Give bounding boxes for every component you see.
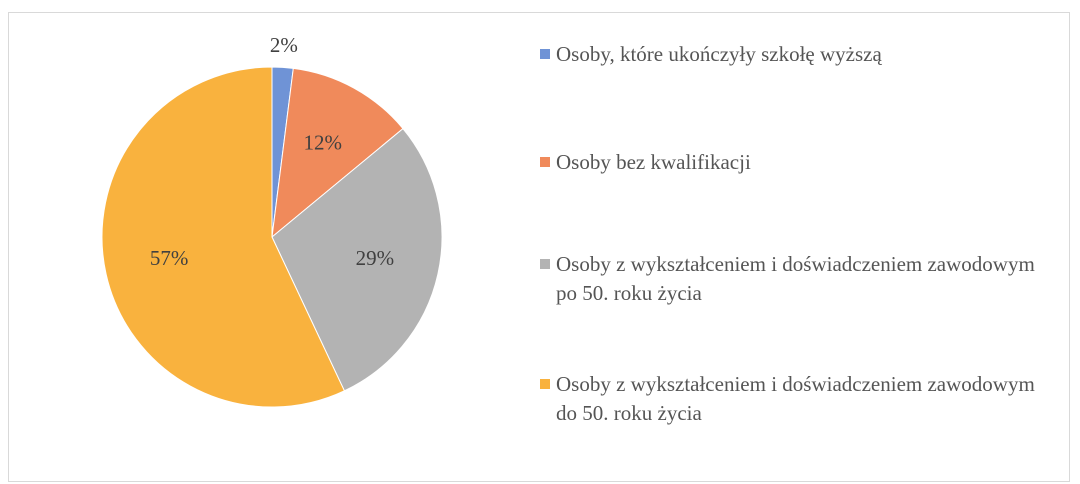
legend-item: Osoby, które ukończyły szkołę wyższą — [540, 40, 1036, 69]
legend-swatch — [540, 157, 550, 167]
chart-frame — [8, 12, 1070, 482]
legend-item: Osoby z wykształceniem i doświadczeniem … — [540, 370, 1036, 428]
legend-swatch — [540, 49, 550, 59]
data-label: 12% — [304, 130, 343, 154]
pie-slice — [271, 67, 404, 239]
legend-swatch — [540, 259, 550, 269]
legend-label: Osoby z wykształceniem i doświadczeniem … — [556, 372, 1035, 425]
legend-item: Osoby bez kwalifikacji — [540, 148, 1036, 177]
pie-slice — [101, 66, 346, 408]
legend-item: Osoby z wykształceniem i doświadczeniem … — [540, 250, 1036, 308]
legend-swatch — [540, 379, 550, 389]
legend-label: Osoby bez kwalifikacji — [556, 150, 751, 174]
data-label: 29% — [356, 246, 395, 270]
legend-label: Osoby, które ukończyły szkołę wyższą — [556, 42, 882, 66]
pie-slice — [271, 127, 443, 392]
data-label: 57% — [150, 246, 189, 270]
legend-label: Osoby z wykształceniem i doświadczeniem … — [556, 252, 1035, 305]
data-label: 2% — [270, 33, 298, 57]
